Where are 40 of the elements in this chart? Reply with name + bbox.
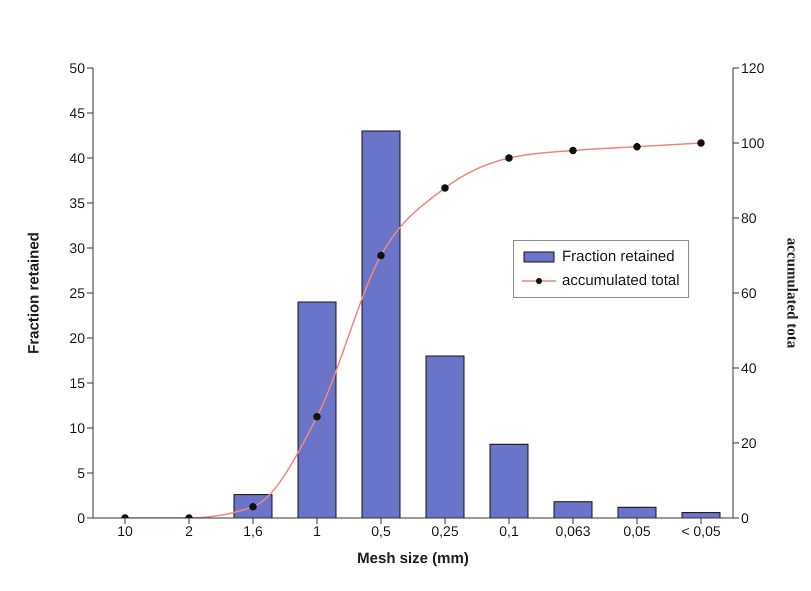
y-tick-label: 15 <box>69 374 86 391</box>
legend-label: accumulated total <box>562 271 680 291</box>
legend-label: Fraction retained <box>562 247 675 267</box>
y-tick-label: 35 <box>69 194 86 211</box>
x-tick-label: 10 <box>117 522 133 539</box>
x-tick-label: 0,063 <box>555 522 591 539</box>
x-tick-label: 0,05 <box>623 522 651 539</box>
bar <box>554 501 592 518</box>
y2-tick-label: 40 <box>741 360 757 376</box>
y-tick-label: 50 <box>69 60 86 76</box>
y2-tick-label: 0 <box>741 510 749 526</box>
x-axis-title: Mesh size (mm) <box>357 550 469 567</box>
y-tick-label: 25 <box>69 284 86 301</box>
x-tick-label: 0,1 <box>499 522 519 539</box>
bar <box>682 512 720 518</box>
y2-tick-label: 60 <box>741 284 757 301</box>
x-tick-label: 1,6 <box>243 522 263 539</box>
bar <box>426 356 464 518</box>
x-tick-label: 0,25 <box>431 522 459 539</box>
bar <box>362 130 400 518</box>
y2-tick-label: 80 <box>741 210 757 226</box>
y-tick-label: 10 <box>69 420 86 436</box>
y2-tick-label: 120 <box>741 60 765 76</box>
y2-tick-label: 100 <box>741 134 765 151</box>
x-tick-label: < 0,05 <box>681 522 721 539</box>
x-tick-label: 0,5 <box>371 522 391 539</box>
y-tick-label: 30 <box>69 240 86 256</box>
x-tick-label: 2 <box>185 522 194 539</box>
x-tick-label: 1 <box>313 522 322 539</box>
y-tick-label: 5 <box>77 464 86 481</box>
bar <box>618 506 656 518</box>
y2-axis-title: accumulated tota <box>784 238 800 349</box>
y2-tick-label: 20 <box>741 434 757 451</box>
y-axis-title: Fraction retained <box>25 232 42 354</box>
y-tick-label: 40 <box>69 150 86 166</box>
bar <box>298 302 336 518</box>
y-tick-label: 20 <box>69 330 86 346</box>
y-tick-label: 0 <box>77 510 86 526</box>
y-tick-label: 45 <box>69 104 86 121</box>
bar <box>490 444 528 518</box>
